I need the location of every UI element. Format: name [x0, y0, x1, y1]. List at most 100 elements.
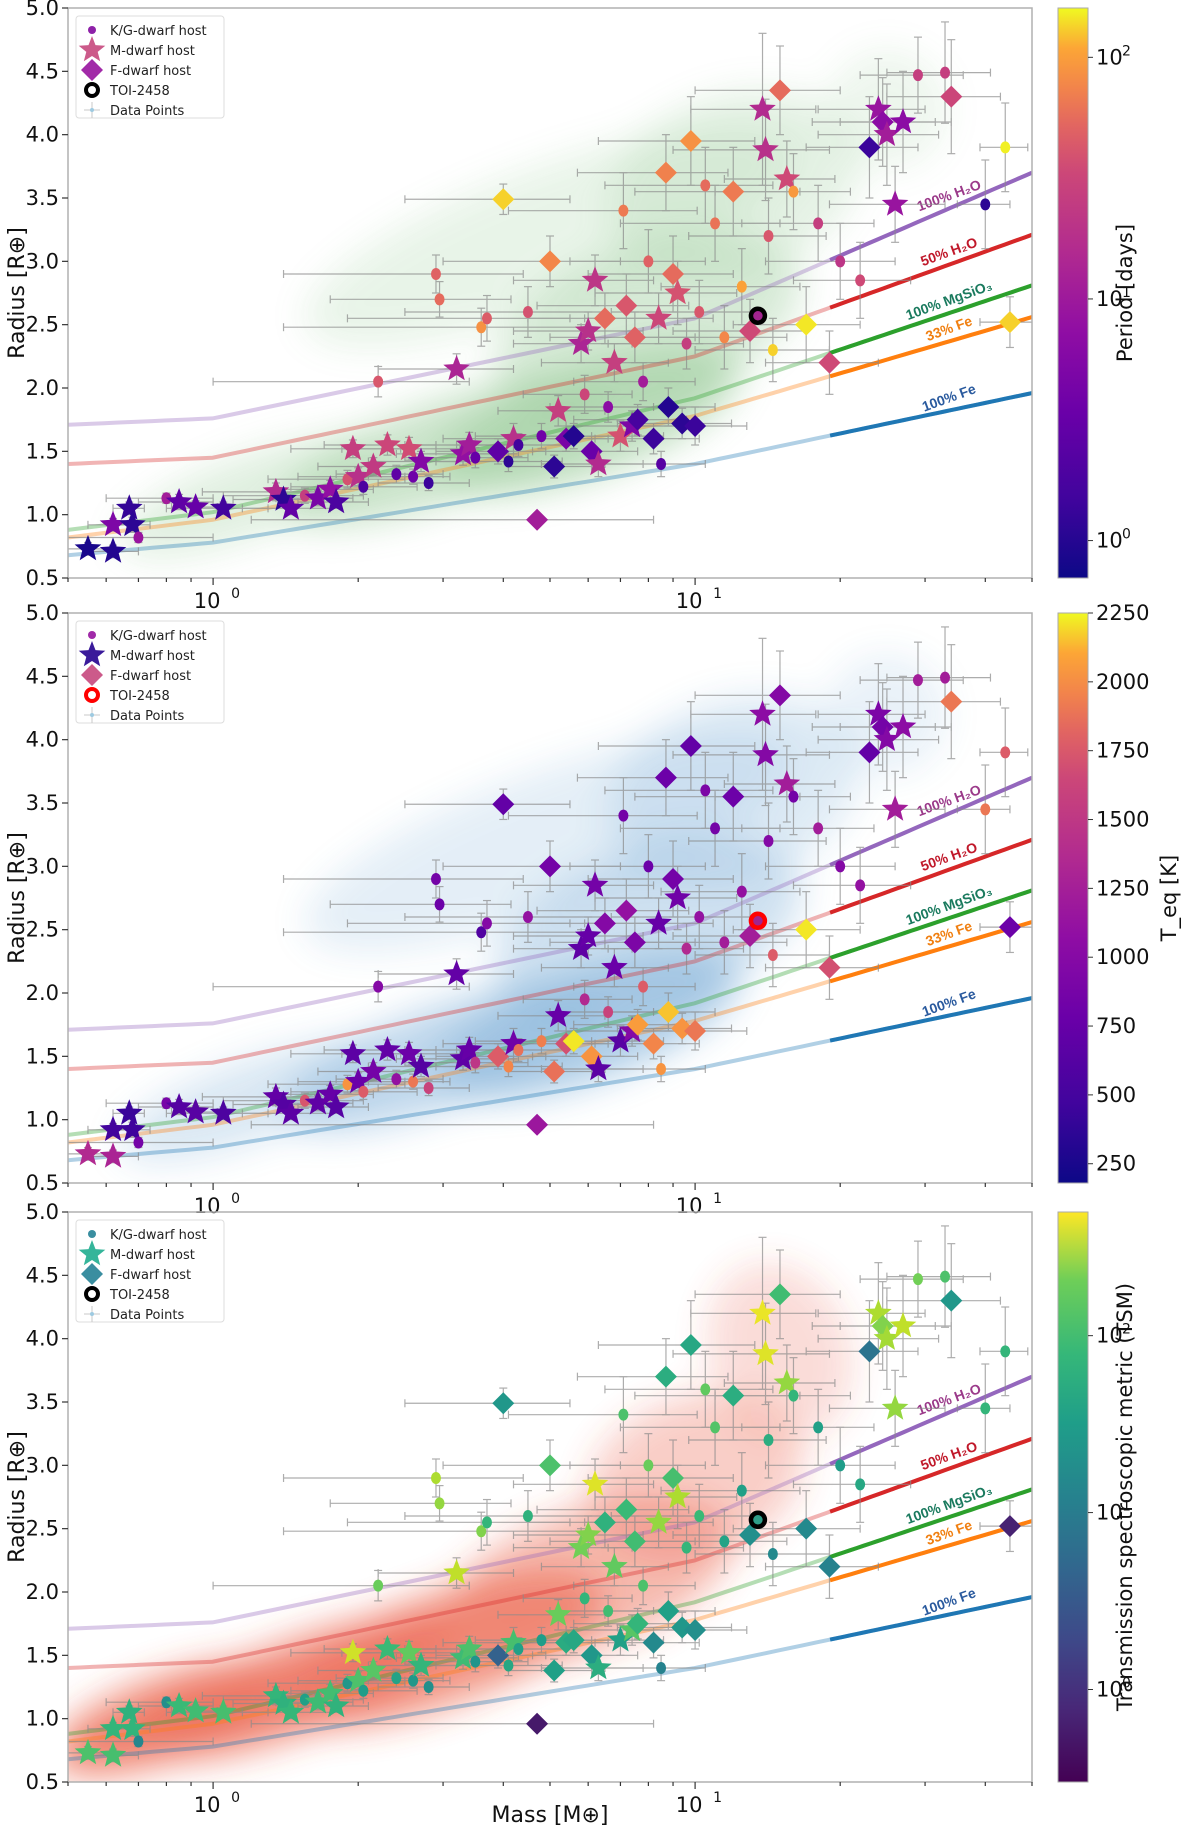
legend-box — [75, 620, 225, 724]
x-tick-label: 10 — [676, 1194, 703, 1218]
planet-point-f-host — [539, 855, 561, 878]
planet-point-f-host — [642, 1631, 665, 1654]
planet-point-f-host — [662, 868, 685, 890]
legend-label: M-dwarf host — [110, 44, 195, 59]
planet-point-m-host — [339, 434, 367, 461]
colorbar-tick-exponent: 0 — [1122, 1675, 1131, 1691]
x-axis-title: Mass [M⊕] — [492, 1803, 609, 1828]
planet-point-f-host — [818, 956, 841, 979]
planet-point-m-host — [881, 1394, 909, 1420]
planet-point-kg-host — [736, 885, 747, 898]
planet-point-m-host — [115, 1698, 143, 1724]
planet-point-f-host — [539, 250, 561, 273]
legend-point-icon — [90, 713, 94, 717]
colorbar-label: Transmission spectroscopic metric (TSM) — [1113, 1283, 1137, 1712]
planet-point-m-host — [456, 1635, 483, 1661]
planet-point-kg-host — [299, 1094, 310, 1107]
planet-point-kg-host — [161, 1097, 172, 1110]
planet-point-kg-host — [579, 388, 590, 401]
planet-point-m-host — [316, 475, 344, 501]
planet-point-f-host — [940, 1289, 963, 1312]
y-tick-label: 4.5 — [26, 664, 59, 688]
planet-point-m-host — [119, 510, 146, 537]
legend-label: K/G-dwarf host — [110, 1228, 207, 1243]
legend-label: Data Points — [110, 709, 184, 724]
planet-point-m-host — [322, 1692, 350, 1718]
planet-point-m-host — [456, 431, 483, 457]
planet-point-kg-host — [299, 489, 310, 502]
colorbar-tick-label: 250 — [1096, 1152, 1136, 1176]
planet-point-m-host — [567, 329, 595, 355]
planet-point-kg-host — [522, 306, 533, 318]
colorbar-tick-label: 10 — [1096, 45, 1123, 69]
planet-point-m-host — [304, 484, 332, 510]
colorbar-tick-label: 1500 — [1096, 808, 1149, 832]
planet-point-m-host — [601, 953, 628, 979]
planet-point-kg-host — [736, 1484, 747, 1497]
y-axis-title: Radius [R⊕] — [5, 1431, 30, 1563]
planet-point-m-host — [182, 493, 209, 519]
planet-point-m-host — [395, 1638, 423, 1665]
planet-point-kg-host — [638, 980, 649, 993]
planet-point-m-host — [889, 108, 917, 134]
planet-point-m-host — [119, 1115, 146, 1142]
planet-point-f-host — [623, 326, 646, 349]
planet-point-kg-host — [710, 217, 721, 230]
planet-point-kg-host — [694, 1510, 705, 1522]
planet-point-m-host — [752, 1339, 779, 1366]
y-tick-label: 4.0 — [26, 123, 59, 147]
y-tick-label: 3.5 — [26, 186, 59, 210]
planet-point-m-host — [339, 1039, 367, 1066]
planet-point-f-host — [626, 1013, 649, 1036]
colorbar-gradient — [1057, 612, 1089, 1184]
highlight-toi-2458[interactable] — [748, 1510, 768, 1530]
colorbar-tick-label: 10 — [1096, 1324, 1123, 1348]
planet-point-m-host — [865, 95, 892, 121]
x-tick-label: 10 — [194, 1194, 221, 1218]
planet-point-kg-host — [430, 1472, 441, 1484]
planet-point-m-host — [262, 1082, 290, 1109]
highlight-toi-2458[interactable] — [748, 911, 768, 931]
y-tick-label: 1.5 — [26, 439, 59, 463]
legend-label: K/G-dwarf host — [110, 629, 207, 644]
planet-point-kg-host — [430, 268, 441, 280]
planet-point-kg-host — [763, 835, 774, 847]
planet-point-m-host — [752, 740, 779, 767]
highlight-toi-2458[interactable] — [748, 306, 768, 326]
y-tick-label: 4.5 — [26, 1263, 59, 1287]
planet-point-f-host — [739, 1524, 762, 1546]
planet-point-kg-host — [1000, 746, 1011, 759]
planet-point-kg-host — [719, 936, 730, 949]
legend-star-icon — [78, 1240, 106, 1266]
curve-solid-segment — [829, 1519, 1032, 1583]
y-tick-label: 1.5 — [26, 1044, 59, 1068]
planet-point-m-host — [344, 1067, 372, 1093]
planet-point-m-host — [316, 1080, 344, 1106]
planet-point-f-host — [858, 136, 881, 159]
x-tick-label: 10 — [676, 1793, 703, 1817]
curve-solid-segment — [829, 1436, 1032, 1514]
curve-solid-segment — [829, 1595, 1032, 1642]
planet-point-m-host — [99, 1714, 127, 1741]
planet-point-kg-host — [912, 1273, 923, 1286]
planet-point-kg-host — [835, 1459, 846, 1472]
y-tick-label: 3.0 — [26, 249, 59, 273]
planet-point-kg-host — [358, 1085, 369, 1098]
planet-point-f-host — [684, 1619, 707, 1641]
planet-point-kg-host — [788, 1389, 799, 1402]
y-tick-label: 2.5 — [26, 1517, 59, 1541]
colorbar-tick-label: 10 — [1096, 287, 1123, 311]
planet-point-m-host — [567, 1533, 595, 1559]
planet-point-m-host — [574, 922, 602, 948]
planet-point-f-host — [722, 180, 745, 203]
planet-point-f-host — [795, 313, 818, 336]
planet-point-kg-host — [603, 1006, 614, 1018]
planet-point-m-host — [395, 434, 423, 461]
planet-point-m-host — [304, 1688, 332, 1714]
planet-point-f-host — [626, 1612, 649, 1635]
colorbar-tick-label: 1750 — [1096, 739, 1149, 763]
planet-point-kg-host — [767, 949, 778, 961]
y-axis-title: Radius [R⊕] — [5, 227, 30, 359]
curve-label: 100% MgSiO₃ — [904, 882, 995, 928]
planet-point-kg-host — [835, 860, 846, 873]
